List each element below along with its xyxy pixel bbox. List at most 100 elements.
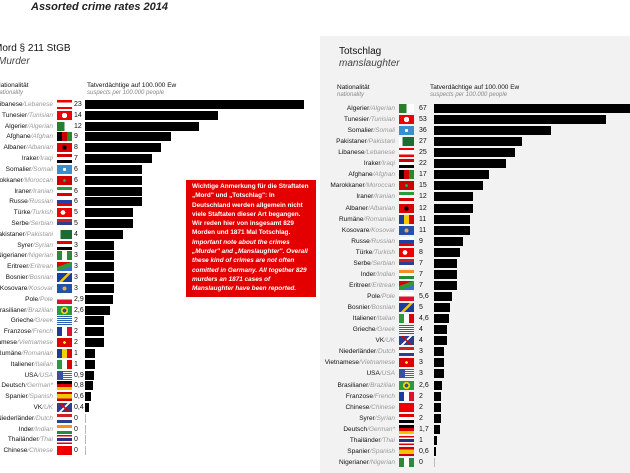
bar-row: Bosnier/Bosnian 5 — [320, 303, 630, 313]
bar-row: Albaner/Albanian 8 — [0, 143, 320, 153]
flag-icon-br — [399, 380, 414, 390]
category-label: Afghane/Afghan — [348, 171, 395, 179]
label-german: Afghane — [348, 171, 373, 179]
value-label: 5 — [74, 209, 78, 217]
value-label: 4 — [74, 230, 78, 238]
label-english: Lebanese — [24, 101, 53, 108]
label-german: Niederländer — [0, 414, 35, 422]
flag-icon-rs — [399, 258, 414, 268]
category-label: Chinese/Chinese — [345, 403, 395, 411]
bar-row: USA/USA 0,9 — [0, 370, 320, 381]
label-english: Turkish — [32, 209, 53, 217]
value-label: 27 — [419, 138, 427, 146]
label-german: Spanier — [347, 447, 370, 455]
label-english: Afghan — [32, 133, 53, 141]
label-english: German* — [26, 382, 53, 390]
label-german: Franzose — [345, 392, 373, 400]
bar — [85, 338, 104, 348]
value-label: 6 — [74, 176, 78, 184]
value-label: 12 — [419, 193, 427, 201]
label-german: Albaner — [345, 204, 368, 212]
label-german: Deutsch — [343, 425, 368, 433]
bar — [85, 283, 114, 293]
category-label: Grieche/Greek — [10, 317, 53, 325]
bar — [85, 100, 304, 109]
label-german: Bosnier — [5, 274, 28, 282]
label-english: Brazilian — [370, 381, 395, 389]
label-german: Eritreer — [349, 281, 371, 289]
label-german: Chinese — [345, 403, 370, 411]
label-german: Franzose — [3, 328, 31, 336]
value-label: 67 — [419, 105, 427, 112]
label-german: Rumäne — [338, 215, 364, 223]
bar — [434, 203, 473, 213]
bar-row: Türke/Turkish 8 — [320, 247, 630, 258]
category-label: Iraner/Iranian — [14, 187, 53, 195]
bar — [434, 214, 470, 224]
value-label: 2 — [419, 392, 423, 400]
flag-icon-th — [399, 435, 414, 445]
label-english: Dutch — [36, 414, 53, 422]
flag-icon-ba — [57, 273, 72, 283]
category-label: Rumäne/Romanian — [338, 215, 395, 223]
label-german: Albaner — [3, 144, 26, 152]
label-german: Pole — [25, 295, 39, 303]
flag-icon-cn — [399, 402, 414, 412]
bar-row: Somalier/Somali 36 — [320, 126, 630, 136]
flag-icon-xk — [57, 283, 72, 293]
label-german: Somalier — [5, 165, 32, 173]
label-english: Lebanese — [366, 149, 395, 157]
label-german: Kosovare — [341, 226, 370, 234]
category-label: Vietnamese/Vietnamese — [0, 339, 53, 346]
flag-icon-it — [57, 359, 72, 369]
label-english: Greek — [35, 317, 53, 325]
label-english: Chinese — [371, 403, 395, 411]
value-label: 2,9 — [74, 295, 84, 303]
flag-icon-ma — [57, 175, 72, 185]
flag-icon-nl — [57, 413, 72, 423]
value-label: 12 — [419, 204, 427, 212]
value-label: 0,6 — [74, 393, 84, 401]
flag-icon-so — [399, 126, 414, 136]
category-label: Brasilianer/Brazilian — [0, 307, 53, 314]
label-english: Eritrean — [372, 281, 395, 289]
bar-row: Brasilianer/Brazilian 2,6 — [320, 380, 630, 391]
category-label: Inder/Indian — [360, 270, 395, 278]
flag-icon-al — [399, 203, 414, 213]
label-english: Vietnamese — [18, 339, 53, 347]
label-english: Iranian — [33, 187, 53, 195]
flag-icon-af — [57, 132, 72, 142]
bar — [85, 392, 91, 402]
label-german: Pakistaner — [336, 138, 367, 146]
label-english: Vietnamese — [360, 359, 395, 367]
bar — [434, 225, 470, 235]
bar — [434, 336, 447, 346]
bar-row: Chinese/Chinese 2 — [320, 402, 630, 413]
category-label: Nigerianer/Nigerian — [0, 252, 53, 259]
value-label: 0 — [74, 447, 78, 455]
bar — [434, 126, 551, 136]
flag-icon-pl — [57, 294, 72, 304]
bar — [434, 391, 441, 401]
label-german: Inder — [18, 425, 34, 433]
bar — [85, 273, 114, 283]
flag-icon-sy — [399, 413, 414, 423]
category-label: Türke/Turkish — [355, 248, 395, 256]
value-label: 0 — [74, 414, 78, 422]
flag-icon-vn — [57, 338, 72, 348]
bar-row: VK/UK 4 — [320, 336, 630, 346]
value-label: 3 — [419, 359, 423, 367]
label-german: Algerier — [4, 122, 28, 130]
label-english: German* — [368, 425, 395, 433]
value-label: 6 — [74, 198, 78, 206]
bar-row: Thailänder/Thai 1 — [320, 435, 630, 446]
bar — [85, 208, 133, 218]
bar — [434, 170, 490, 180]
flag-icon-tr — [399, 247, 414, 257]
value-label: 4 — [419, 326, 423, 334]
category-label: Thailänder/Thai — [7, 436, 53, 444]
bar-row: Spanier/Spanish 0,6 — [320, 446, 630, 457]
bar — [434, 435, 438, 445]
value-label: 0,6 — [419, 447, 429, 455]
flag-icon-es — [399, 446, 414, 456]
